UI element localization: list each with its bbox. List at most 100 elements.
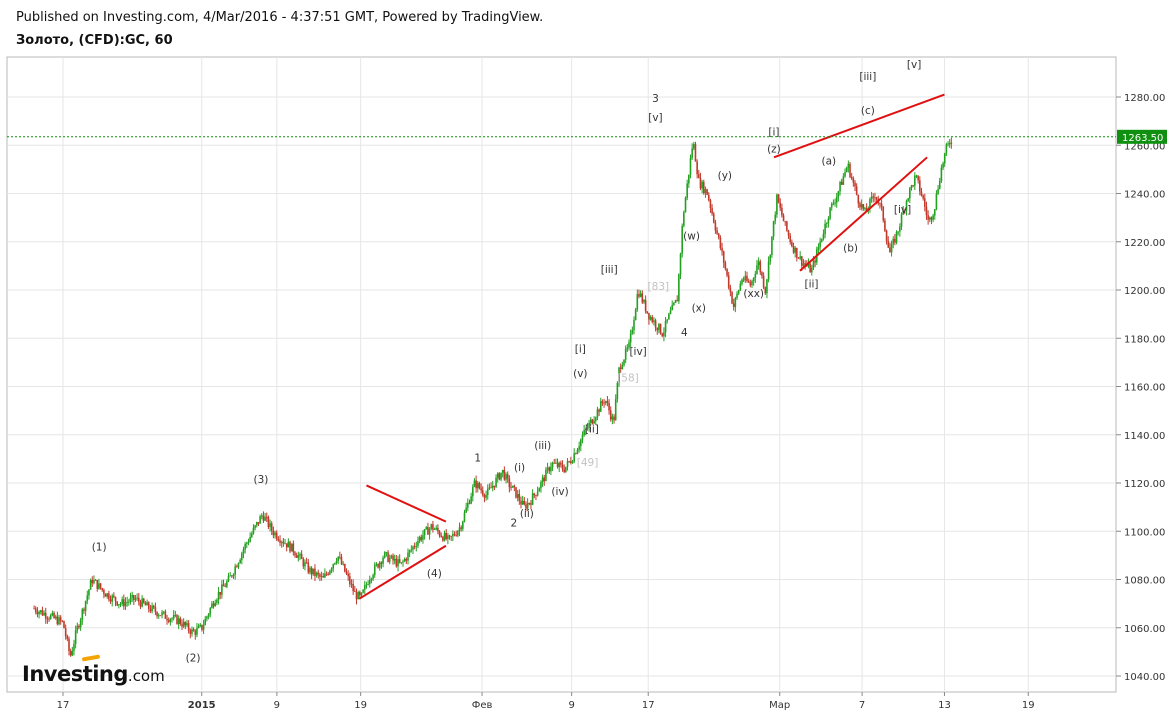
candle-body — [614, 399, 617, 421]
candle-body — [383, 552, 386, 558]
candle-body — [334, 562, 336, 565]
candle-body — [74, 630, 77, 644]
candle-body — [176, 615, 178, 624]
candle-body — [134, 598, 137, 600]
published-caption: Published on Investing.com, 4/Mar/2016 -… — [16, 10, 544, 25]
candle-body — [568, 461, 570, 463]
candle-body — [857, 194, 860, 204]
candle-body — [862, 204, 865, 209]
candle-body — [319, 574, 321, 577]
candle-body — [742, 279, 745, 281]
wave-label: 4 — [681, 327, 688, 339]
candle-body — [36, 611, 39, 615]
candle-body — [704, 189, 707, 194]
candle-body — [227, 576, 230, 582]
candle-body — [834, 202, 836, 204]
candle-body — [217, 592, 220, 600]
candle-body — [398, 559, 401, 563]
candle-body — [133, 595, 135, 600]
candle-body — [699, 177, 702, 189]
candle-body — [541, 477, 544, 482]
candle-body — [199, 624, 202, 626]
candle-body — [721, 248, 723, 252]
candle-body — [935, 193, 938, 210]
candle-body — [631, 329, 634, 334]
candle-body — [438, 531, 441, 536]
candle-body — [397, 559, 399, 567]
candle-body — [435, 527, 438, 530]
candle-body — [437, 527, 439, 532]
candle-body — [221, 584, 223, 595]
candle-body — [302, 558, 305, 567]
candle-body — [865, 207, 868, 211]
candle-body — [756, 265, 758, 274]
candle-body — [686, 183, 688, 198]
candle-body — [452, 534, 454, 537]
candle-body — [231, 575, 233, 577]
candle-body — [849, 163, 851, 178]
candle-body — [275, 532, 278, 539]
candle-body — [555, 462, 557, 464]
candle-body — [136, 597, 138, 599]
candle-body — [844, 172, 846, 177]
candle-body — [576, 449, 579, 454]
candle-body — [201, 624, 203, 630]
candle-body — [769, 255, 772, 262]
candle-body — [61, 620, 64, 622]
candle-body — [184, 621, 187, 626]
x-tick-label: 9 — [274, 700, 280, 711]
candle-body — [305, 562, 308, 564]
candle-body — [618, 367, 620, 384]
candle-body — [940, 167, 943, 181]
candle-body — [535, 495, 537, 496]
candle-body — [609, 410, 612, 420]
candle-body — [297, 555, 300, 558]
candle-body — [510, 487, 512, 488]
wave-label: (xx) — [743, 288, 764, 300]
candle-body — [428, 528, 431, 535]
candle-body — [824, 223, 826, 235]
candle-body — [378, 562, 381, 568]
candle-body — [267, 517, 270, 527]
current-price-label: 1263.50 — [1122, 133, 1163, 144]
candle-body — [902, 210, 904, 215]
candle-body — [651, 317, 654, 322]
candle-body — [164, 611, 167, 619]
candle-body — [560, 462, 562, 465]
candle-body — [83, 609, 85, 611]
candle-body — [817, 247, 820, 250]
candle-body — [481, 490, 484, 495]
candle-body — [93, 579, 95, 584]
candle-body — [427, 527, 429, 535]
candle-body — [290, 543, 293, 552]
candle-body — [807, 263, 810, 267]
candle-body — [161, 612, 163, 616]
candle-body — [536, 491, 539, 496]
candle-body — [63, 621, 65, 629]
candle-body — [575, 453, 577, 455]
candle-body — [794, 247, 796, 253]
candle-body — [855, 186, 858, 195]
wave-label: [iv] — [894, 204, 911, 216]
candle-body — [212, 603, 215, 607]
candle-body — [688, 174, 690, 184]
candle-body — [636, 294, 639, 310]
candle-body — [453, 534, 456, 536]
candle-body — [43, 612, 45, 616]
candle-body — [759, 261, 762, 273]
candle-body — [425, 527, 428, 530]
candle-body — [648, 312, 650, 320]
candle-body — [508, 478, 511, 488]
current-price-box — [1117, 129, 1167, 144]
candle-body — [801, 256, 803, 266]
candle-body — [355, 591, 358, 600]
candle-body — [563, 469, 565, 472]
candle-body — [802, 263, 805, 266]
candle-body — [418, 537, 421, 541]
candle-body — [887, 241, 890, 248]
candle-body — [382, 557, 384, 564]
wave-label: (z) — [767, 143, 781, 155]
trendline — [799, 156, 928, 272]
candle-body — [914, 175, 916, 186]
